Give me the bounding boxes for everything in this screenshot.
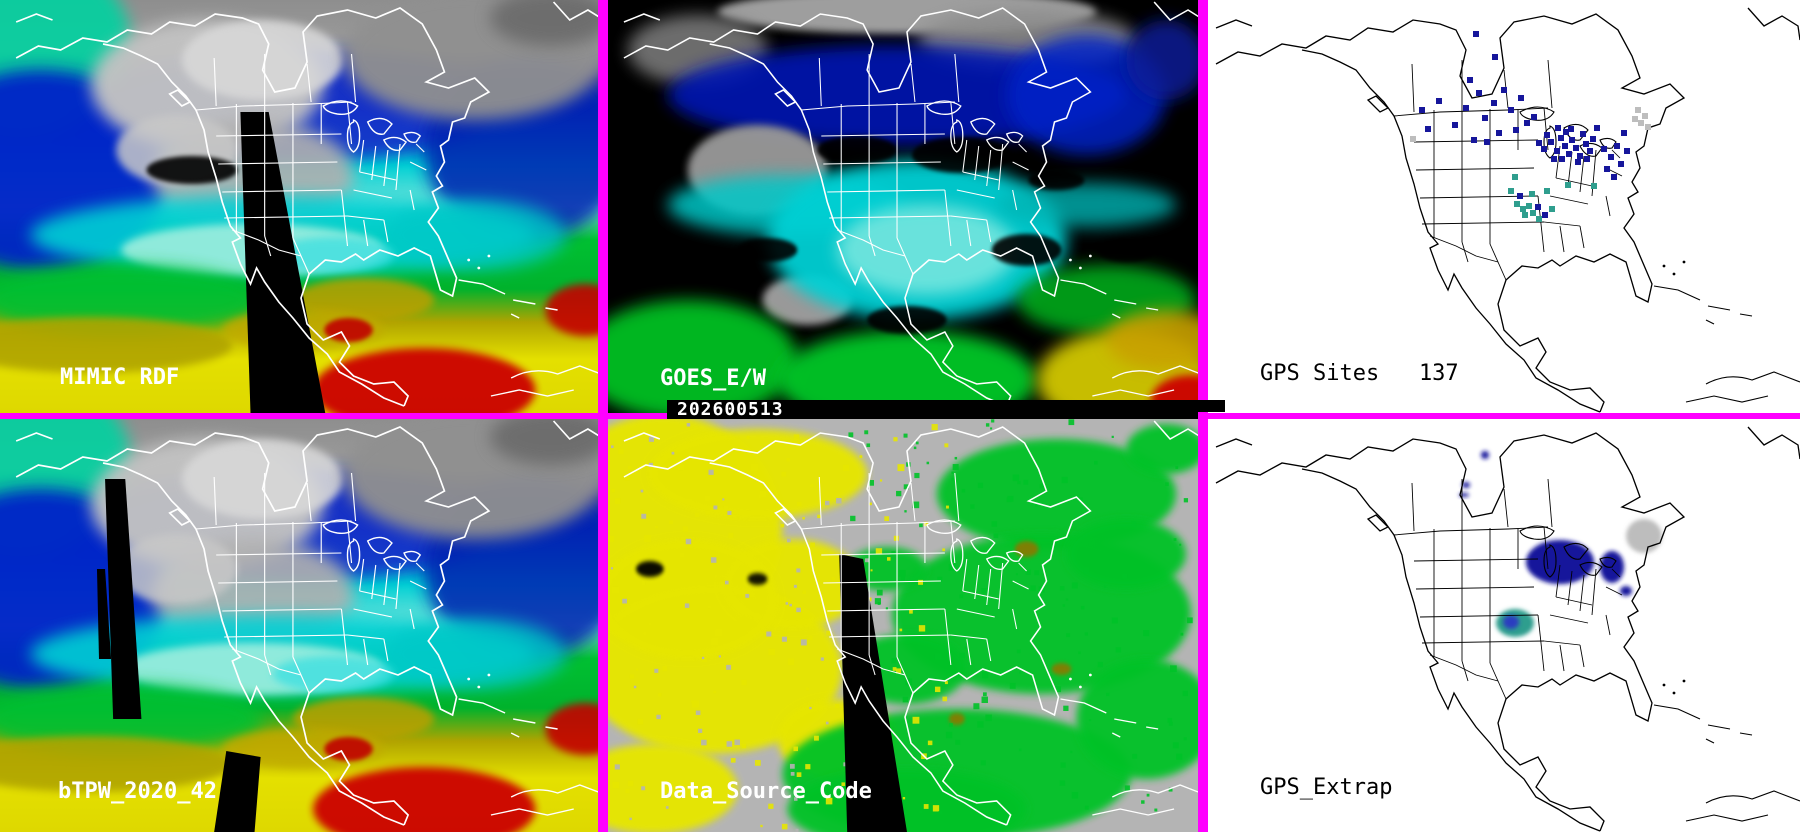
panel-label-gps-sites: GPS Sites 137 xyxy=(1260,361,1459,386)
data-source-code-map xyxy=(608,419,1198,832)
timestamp-bar-tab xyxy=(1198,400,1225,412)
panel-label-data-source-code: Data_Source_Code xyxy=(660,779,872,804)
panel-btpw[interactable]: bTPW_2020_42 xyxy=(0,419,598,832)
gps-extrap-map xyxy=(1208,419,1800,832)
timestamp-bar: 202600513 xyxy=(667,400,1198,419)
mimic-rdf-map xyxy=(0,0,598,413)
panel-goes-ew[interactable]: GOES_E/W xyxy=(608,0,1198,413)
panel-label-btpw: bTPW_2020_42 xyxy=(58,779,217,804)
panel-data-source-code[interactable]: Data_Source_Code xyxy=(608,419,1198,832)
gps-sites-map xyxy=(1208,0,1800,413)
goes-ew-map xyxy=(608,0,1198,413)
panel-gps-sites[interactable]: GPS Sites 137 xyxy=(1208,0,1800,413)
panel-label-gps-extrap: GPS_Extrap xyxy=(1260,775,1393,800)
panel-gps-extrap[interactable]: GPS_Extrap xyxy=(1208,419,1800,832)
panel-label-goes-ew: GOES_E/W xyxy=(660,366,766,391)
panel-label-mimic-rdf: MIMIC RDF xyxy=(60,365,180,390)
timestamp-text: 202600513 xyxy=(677,399,784,420)
panel-mimic-rdf[interactable]: MIMIC RDF xyxy=(0,0,598,413)
btpw-map xyxy=(0,419,598,832)
